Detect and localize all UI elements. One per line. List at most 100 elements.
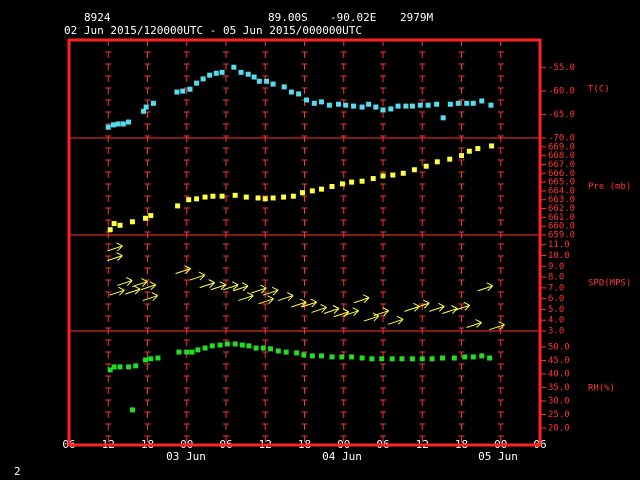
point <box>219 193 225 199</box>
date-label: 03 Jun <box>166 450 206 463</box>
wind-arrow <box>223 281 239 291</box>
point <box>451 355 457 361</box>
point <box>270 195 276 201</box>
point <box>434 159 440 165</box>
y-tick-label: 10.0 <box>548 251 570 261</box>
elevation: 2979M <box>400 11 433 24</box>
point <box>105 124 111 130</box>
date-label: 04 Jun <box>322 450 362 463</box>
point <box>409 356 415 362</box>
point <box>232 341 238 347</box>
point <box>187 86 193 92</box>
wind-arrow <box>323 305 340 314</box>
point <box>447 101 453 107</box>
y-tick-label: 661.0 <box>548 213 575 223</box>
y-tick-label: 9.0 <box>548 262 564 272</box>
wind-arrow <box>291 298 307 308</box>
point <box>238 69 244 75</box>
point <box>245 71 251 77</box>
point <box>129 407 135 413</box>
point <box>175 203 181 209</box>
wind-arrow <box>109 286 125 296</box>
point <box>200 76 206 82</box>
point <box>184 349 190 355</box>
point <box>349 179 355 185</box>
wind-arrow <box>117 277 133 286</box>
point <box>369 356 375 362</box>
y-tick-label: -70.0 <box>548 134 575 144</box>
point <box>447 156 453 162</box>
point <box>290 193 296 199</box>
wind-arrow <box>477 282 494 292</box>
point <box>213 70 219 76</box>
point <box>155 355 161 361</box>
y-tick-label: 668.0 <box>548 151 575 161</box>
point <box>275 348 281 354</box>
wind-arrow <box>258 295 274 305</box>
point <box>143 357 149 363</box>
wind-arrow <box>238 292 254 302</box>
panel-label: RH(%) <box>588 384 615 394</box>
point <box>264 78 270 84</box>
point <box>319 353 325 359</box>
wind-arrow <box>107 242 123 252</box>
point <box>487 355 493 361</box>
point <box>253 345 259 351</box>
point <box>246 343 252 349</box>
point <box>336 101 342 107</box>
point <box>470 100 476 106</box>
y-tick-label: 665.0 <box>548 178 575 188</box>
point <box>232 192 238 198</box>
y-tick-label: 659.0 <box>548 231 575 241</box>
point <box>339 354 345 360</box>
point <box>329 184 335 189</box>
point <box>399 356 405 362</box>
longitude: -90.02E <box>330 11 376 24</box>
page-number: 2 <box>14 465 21 478</box>
wind-arrow <box>175 265 191 275</box>
point <box>440 355 446 361</box>
point <box>243 194 249 200</box>
point <box>174 89 180 95</box>
y-tick-label: 40.0 <box>548 369 570 379</box>
point <box>309 353 315 359</box>
point <box>143 215 149 221</box>
point <box>194 196 200 202</box>
wind-arrow <box>189 271 206 281</box>
point <box>464 100 470 106</box>
point <box>180 88 186 94</box>
point <box>110 122 116 128</box>
wind-arrow <box>466 319 482 329</box>
point <box>194 80 200 86</box>
point <box>143 104 149 110</box>
y-tick-label: 669.0 <box>548 142 575 152</box>
point <box>150 100 156 106</box>
point <box>148 213 154 219</box>
wind-arrow <box>387 315 404 325</box>
point <box>281 84 287 90</box>
point <box>283 349 289 355</box>
point <box>300 190 306 196</box>
point <box>270 81 276 87</box>
point <box>380 107 386 113</box>
point <box>390 172 396 178</box>
wind-arrow <box>301 298 318 308</box>
point <box>256 78 262 84</box>
wind-arrow <box>210 281 227 291</box>
point <box>262 196 268 202</box>
wind-arrow <box>373 307 390 317</box>
point <box>423 163 429 169</box>
point <box>107 367 113 373</box>
point <box>359 355 365 361</box>
point <box>440 115 446 121</box>
y-tick-label: 30.0 <box>548 396 570 406</box>
point <box>129 219 135 225</box>
wind-arrow <box>343 307 359 317</box>
date-label: 05 Jun <box>478 450 518 463</box>
point <box>111 221 117 227</box>
wind-arrow <box>142 292 159 302</box>
point <box>281 194 287 200</box>
point <box>329 354 335 360</box>
point <box>239 342 245 348</box>
y-tick-label: 45.0 <box>548 356 570 366</box>
